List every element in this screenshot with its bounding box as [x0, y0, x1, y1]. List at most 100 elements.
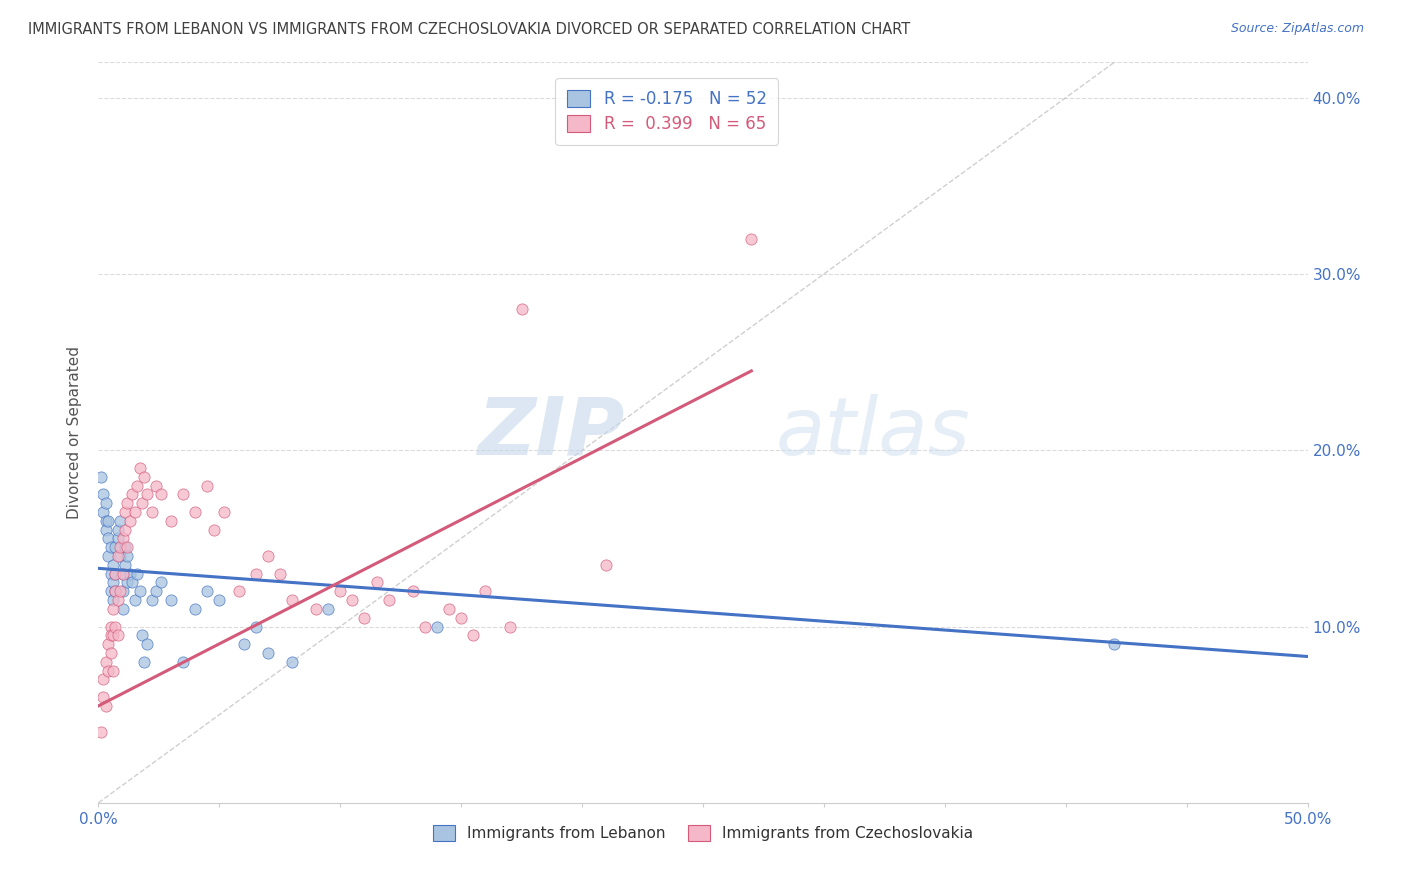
Point [281, 655, 304, 669]
Point [172, 655, 194, 669]
Point [107, 628, 129, 642]
Point [450, 610, 472, 624]
Point [245, 566, 267, 581]
Point [256, 549, 278, 563]
Point [104, 566, 127, 581]
Point [131, 628, 153, 642]
Point [118, 566, 141, 581]
Point [111, 566, 134, 581]
Point [128, 584, 150, 599]
Point [117, 575, 139, 590]
Point [108, 584, 131, 599]
Point [134, 469, 156, 483]
Point [91, 505, 114, 519]
Point [1102, 637, 1125, 651]
Point [100, 646, 122, 660]
Point [135, 637, 157, 651]
Point [160, 514, 183, 528]
Point [91, 487, 114, 501]
Point [111, 584, 134, 599]
Point [100, 566, 122, 581]
Point [97, 549, 120, 563]
Point [101, 593, 124, 607]
Point [141, 505, 163, 519]
Point [107, 532, 129, 546]
Point [114, 523, 136, 537]
Point [150, 575, 173, 590]
Text: ZIP: ZIP [477, 393, 624, 472]
Point [104, 584, 127, 599]
Point [135, 487, 157, 501]
Point [101, 664, 124, 678]
Point [114, 540, 136, 554]
Point [413, 619, 436, 633]
Point [124, 593, 146, 607]
Point [595, 558, 617, 572]
Point [172, 487, 194, 501]
Point [114, 505, 136, 519]
Point [474, 584, 496, 599]
Point [101, 575, 124, 590]
Point [127, 478, 149, 492]
Point [150, 487, 173, 501]
Point [107, 523, 129, 537]
Point [111, 602, 134, 616]
Point [100, 584, 122, 599]
Point [740, 232, 762, 246]
Y-axis label: Divorced or Separated: Divorced or Separated [67, 346, 83, 519]
Point [402, 584, 425, 599]
Point [145, 584, 167, 599]
Point [118, 514, 141, 528]
Point [94, 698, 117, 713]
Text: IMMIGRANTS FROM LEBANON VS IMMIGRANTS FROM CZECHOSLOVAKIA DIVORCED OR SEPARATED : IMMIGRANTS FROM LEBANON VS IMMIGRANTS FR… [28, 22, 910, 37]
Point [184, 602, 207, 616]
Point [117, 496, 139, 510]
Point [104, 566, 127, 581]
Point [269, 566, 291, 581]
Point [245, 619, 267, 633]
Point [426, 619, 449, 633]
Point [111, 566, 134, 581]
Point [114, 558, 136, 572]
Point [498, 619, 520, 633]
Point [97, 514, 120, 528]
Point [437, 602, 460, 616]
Point [329, 584, 352, 599]
Point [184, 505, 207, 519]
Point [141, 593, 163, 607]
Point [94, 523, 117, 537]
Point [100, 619, 122, 633]
Point [94, 655, 117, 669]
Point [101, 558, 124, 572]
Point [90, 725, 112, 739]
Point [212, 505, 235, 519]
Point [97, 664, 120, 678]
Point [463, 628, 485, 642]
Point [256, 646, 278, 660]
Point [377, 593, 399, 607]
Point [281, 593, 304, 607]
Point [353, 610, 375, 624]
Point [195, 478, 218, 492]
Point [510, 302, 533, 317]
Point [316, 602, 339, 616]
Point [232, 637, 254, 651]
Point [128, 461, 150, 475]
Point [117, 549, 139, 563]
Point [94, 496, 117, 510]
Point [121, 487, 143, 501]
Point [111, 532, 134, 546]
Point [145, 478, 167, 492]
Point [90, 469, 112, 483]
Text: Source: ZipAtlas.com: Source: ZipAtlas.com [1230, 22, 1364, 36]
Point [94, 514, 117, 528]
Point [107, 593, 129, 607]
Point [366, 575, 388, 590]
Text: atlas: atlas [776, 393, 970, 472]
Point [91, 673, 114, 687]
Point [100, 628, 122, 642]
Point [134, 655, 156, 669]
Point [97, 532, 120, 546]
Point [104, 540, 127, 554]
Point [97, 637, 120, 651]
